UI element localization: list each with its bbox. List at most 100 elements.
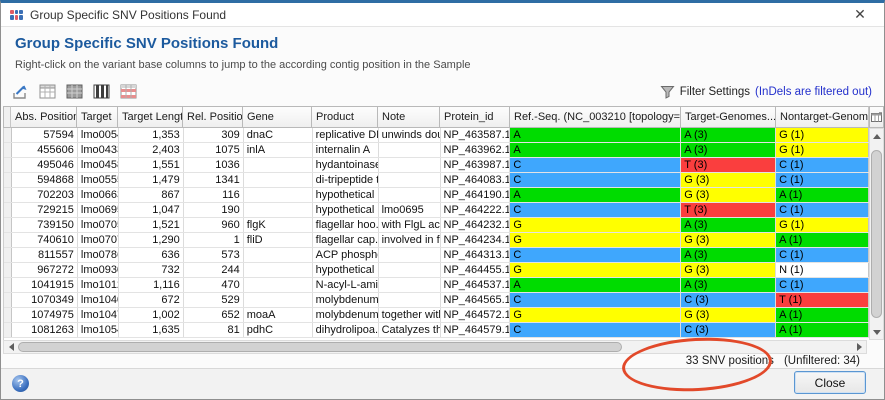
cell-nontarget-genomes[interactable]: A (1) — [776, 308, 869, 322]
cell-abs-position[interactable]: 739150 — [12, 218, 78, 232]
close-icon[interactable]: ✕ — [854, 6, 866, 22]
cell-rel-position[interactable]: 81 — [184, 323, 244, 337]
cell-note[interactable] — [379, 263, 441, 277]
cell-target-genomes[interactable]: G (3) — [681, 308, 777, 322]
cell-ref-base[interactable]: C — [510, 158, 682, 172]
cell-rel-position[interactable]: 1036 — [184, 158, 244, 172]
table-row[interactable]: 739150 lmo0705 1,521 960 flgK flagellar … — [4, 218, 869, 233]
cell-product[interactable]: molybdenum... — [313, 293, 379, 307]
highlight-rows-button[interactable] — [117, 81, 140, 102]
cell-ref-base[interactable]: G — [510, 233, 682, 247]
cell-protein-id[interactable]: NP_464572.1 — [441, 308, 511, 322]
col-target-length[interactable]: Target Length — [118, 106, 183, 128]
cell-nontarget-genomes[interactable]: A (1) — [776, 188, 869, 202]
table-row[interactable]: 740610 lmo0707 1,290 1 fliD flagellar ca… — [4, 233, 869, 248]
cell-target[interactable]: lmo0705 — [78, 218, 119, 232]
cell-product[interactable]: hypothetical ... — [313, 203, 379, 217]
cell-protein-id[interactable]: NP_464565.1 — [441, 293, 511, 307]
table-button[interactable] — [36, 81, 59, 102]
cell-note[interactable] — [379, 278, 441, 292]
cell-rel-position[interactable]: 116 — [184, 188, 244, 202]
cell-abs-position[interactable]: 1074975 — [12, 308, 78, 322]
cell-gene[interactable] — [244, 263, 313, 277]
table-row[interactable]: 1081263 lmo1054 1,635 81 pdhC dihydrolip… — [4, 323, 869, 338]
cell-gene[interactable]: moaA — [244, 308, 313, 322]
cell-target-length[interactable]: 672 — [119, 293, 184, 307]
cell-rel-position[interactable]: 1 — [184, 233, 244, 247]
cell-product[interactable]: ACP phospho... — [313, 248, 379, 262]
cell-protein-id[interactable]: NP_463587.1 — [441, 128, 511, 142]
table-row[interactable]: 455606 lmo0433 2,403 1075 inlA internali… — [4, 143, 869, 158]
col-protein-id[interactable]: Protein_id — [440, 106, 510, 128]
cell-nontarget-genomes[interactable]: G (1) — [776, 143, 869, 157]
cell-target[interactable]: lmo1047 — [78, 308, 119, 322]
table-row[interactable]: 57594 lmo0054 1,353 309 dnaC replicative… — [4, 128, 869, 143]
cell-target-genomes[interactable]: T (3) — [681, 158, 777, 172]
table-row[interactable]: 1070349 lmo1040 672 529 molybdenum... NP… — [4, 293, 869, 308]
col-target[interactable]: Target — [77, 106, 118, 128]
cell-abs-position[interactable]: 702203 — [12, 188, 78, 202]
col-nontarget-genomes[interactable]: Nontarget-Genomes ... — [776, 106, 869, 128]
cell-target[interactable]: lmo0930 — [78, 263, 119, 277]
help-icon[interactable]: ? — [12, 375, 29, 392]
cell-target-length[interactable]: 1,002 — [119, 308, 184, 322]
col-target-genomes[interactable]: Target-Genomes... — [681, 106, 776, 128]
cell-abs-position[interactable]: 495046 — [12, 158, 78, 172]
cell-nontarget-genomes[interactable]: T (1) — [776, 293, 869, 307]
cell-target-length[interactable]: 2,403 — [119, 143, 184, 157]
cell-protein-id[interactable]: NP_464232.1 — [441, 218, 511, 232]
table-row[interactable]: 495046 lmo0458 1,551 1036 hydantoinase N… — [4, 158, 869, 173]
filter-settings[interactable]: Filter Settings (InDels are filtered out… — [660, 85, 872, 99]
cell-product[interactable]: flagellar hoo... — [313, 218, 379, 232]
col-abs-position[interactable]: Abs. Position — [11, 106, 77, 128]
cell-gene[interactable] — [244, 293, 313, 307]
cell-target-genomes[interactable]: G (3) — [681, 263, 777, 277]
cell-target[interactable]: lmo0555 — [78, 173, 119, 187]
cell-gene[interactable]: pdhC — [244, 323, 313, 337]
cell-protein-id[interactable]: NP_463987.1 — [441, 158, 511, 172]
horizontal-scrollbar[interactable] — [3, 340, 867, 354]
cell-abs-position[interactable]: 967272 — [12, 263, 78, 277]
cell-target-length[interactable]: 867 — [119, 188, 184, 202]
cell-ref-base[interactable]: G — [510, 218, 682, 232]
cell-nontarget-genomes[interactable]: C (1) — [776, 248, 869, 262]
cell-product[interactable]: hydantoinase — [313, 158, 379, 172]
cell-protein-id[interactable]: NP_464190.1 — [441, 188, 511, 202]
cell-rel-position[interactable]: 1075 — [184, 143, 244, 157]
vertical-scroll-thumb[interactable] — [871, 150, 882, 318]
table-row[interactable]: 729215 lmo0695 1,047 190 hypothetical ..… — [4, 203, 869, 218]
cell-ref-base[interactable]: A — [510, 143, 682, 157]
vertical-scrollbar[interactable] — [869, 128, 884, 340]
cell-note[interactable] — [379, 293, 441, 307]
cell-rel-position[interactable]: 652 — [184, 308, 244, 322]
cell-target[interactable]: lmo0707 — [78, 233, 119, 247]
cell-product[interactable]: molybdenum... — [313, 308, 379, 322]
cell-abs-position[interactable]: 811557 — [12, 248, 78, 262]
cell-target-genomes[interactable]: G (3) — [681, 233, 777, 247]
cell-protein-id[interactable]: NP_464455.1 — [441, 263, 511, 277]
cell-protein-id[interactable]: NP_464234.1 — [441, 233, 511, 247]
cell-ref-base[interactable]: C — [510, 323, 682, 337]
cell-ref-base[interactable]: C — [510, 248, 682, 262]
cell-abs-position[interactable]: 1081263 — [12, 323, 78, 337]
cell-target-genomes[interactable]: A (3) — [681, 278, 777, 292]
cell-target-length[interactable]: 732 — [119, 263, 184, 277]
cell-ref-base[interactable]: C — [510, 203, 682, 217]
cell-target-genomes[interactable]: A (3) — [681, 218, 777, 232]
cell-ref-base[interactable]: A — [510, 128, 682, 142]
cell-note[interactable] — [379, 143, 441, 157]
cell-product[interactable]: replicative DN... — [313, 128, 379, 142]
cell-protein-id[interactable]: NP_464222.1 — [441, 203, 511, 217]
cell-note[interactable]: unwinds dou... — [379, 128, 441, 142]
cell-gene[interactable]: inlA — [244, 143, 313, 157]
table-row[interactable]: 594868 lmo0555 1,479 1341 di-tripeptide … — [4, 173, 869, 188]
cell-rel-position[interactable]: 960 — [184, 218, 244, 232]
cell-target[interactable]: lmo1040 — [78, 293, 119, 307]
cell-note[interactable] — [379, 158, 441, 172]
cell-target-genomes[interactable]: G (3) — [681, 188, 777, 202]
cell-nontarget-genomes[interactable]: C (1) — [776, 173, 869, 187]
col-rel-position[interactable]: Rel. Position — [183, 106, 243, 128]
cell-target-length[interactable]: 1,290 — [119, 233, 184, 247]
col-gene[interactable]: Gene — [243, 106, 312, 128]
